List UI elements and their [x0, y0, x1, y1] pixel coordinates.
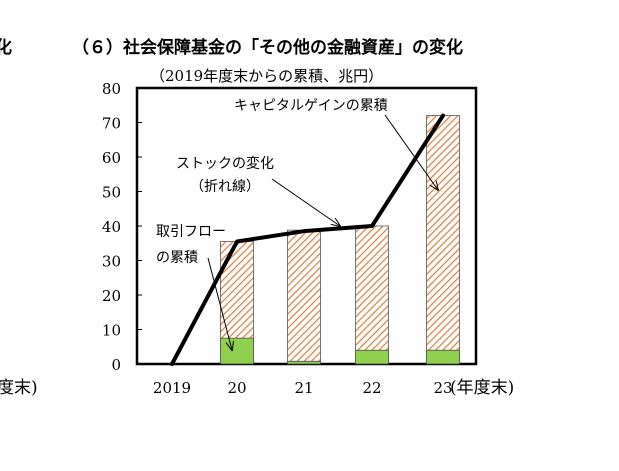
- bar-flow: [287, 360, 321, 365]
- annotation-flow-line2: の累積: [156, 250, 198, 266]
- y-tick-label: 10: [102, 322, 121, 340]
- chart-subtitle: （2019年度末からの累積、兆円）: [150, 67, 383, 85]
- bar-capital-gain: [426, 115, 460, 351]
- bar-flow: [355, 349, 389, 365]
- y-tick-label: 40: [102, 218, 121, 236]
- bar-capital-gain: [287, 229, 321, 362]
- x-axis: 2019 20 21 22 23: [153, 379, 453, 397]
- y-tick-label: 0: [111, 356, 121, 374]
- arrow-flow: [207, 257, 232, 350]
- y-tick-label: 20: [102, 287, 121, 305]
- x-tick-label: 21: [294, 379, 313, 397]
- bar-capital-gain: [220, 241, 254, 339]
- y-tick-label: 60: [102, 149, 121, 167]
- x-tick-label: 2019: [153, 379, 191, 397]
- y-tick-label: 80: [102, 80, 121, 98]
- stock-line-group: [170, 113, 445, 366]
- bar-capital-gain: [355, 225, 389, 351]
- y-tick-label: 50: [102, 184, 121, 202]
- x-tick-label: 22: [362, 379, 381, 397]
- left-cut-title: 化: [0, 37, 12, 58]
- arrow-stock: [271, 178, 340, 226]
- annotation-stock-line1: ストックの変化: [176, 155, 274, 172]
- bars: [220, 115, 460, 365]
- arrow-capital-gain: [384, 114, 438, 190]
- y-tick-label: 70: [102, 115, 121, 133]
- x-tick-label: 20: [227, 379, 246, 397]
- y-axis: 0 10 20 30 40 50 60 70 80: [102, 80, 142, 374]
- annotation-stock-line2: （折れ線）: [190, 179, 260, 195]
- chart-title: （６）社会保障基金の「その他の金融資産」の変化: [72, 37, 463, 58]
- bar-flow: [426, 349, 460, 365]
- x-tick-label: 23: [433, 379, 452, 397]
- left-cut-unit: 度末): [0, 378, 38, 398]
- annotation-capital-gain: キャピタルゲインの累積: [234, 98, 388, 114]
- annotation-flow-line1: 取引フロー: [156, 224, 226, 240]
- bar-flow: [220, 337, 254, 365]
- x-unit-label: (年度末): [450, 378, 514, 398]
- y-tick-label: 30: [102, 253, 121, 271]
